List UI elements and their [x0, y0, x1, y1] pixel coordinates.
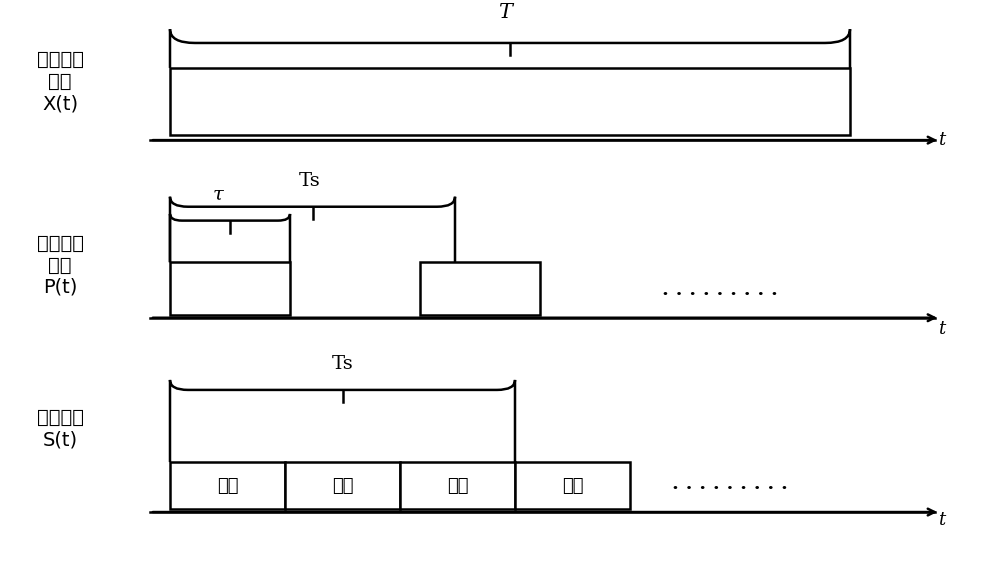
Text: . . . . . . . . .: . . . . . . . . .	[662, 281, 778, 299]
Text: t: t	[938, 511, 945, 529]
Text: t: t	[938, 131, 945, 149]
FancyBboxPatch shape	[285, 462, 400, 509]
Text: 采样: 采样	[447, 477, 468, 495]
Text: Ts: Ts	[299, 172, 321, 190]
Text: T: T	[498, 3, 512, 22]
Text: 雷达脉冲
信号
X(t): 雷达脉冲 信号 X(t)	[36, 51, 84, 114]
Text: τ: τ	[213, 186, 223, 204]
Text: Ts: Ts	[332, 355, 353, 373]
FancyBboxPatch shape	[515, 462, 630, 509]
FancyBboxPatch shape	[420, 262, 540, 315]
FancyBboxPatch shape	[170, 462, 285, 509]
Text: . . . . . . . . .: . . . . . . . . .	[672, 475, 788, 493]
Text: t: t	[938, 320, 945, 338]
FancyBboxPatch shape	[170, 68, 850, 134]
Text: 转发: 转发	[562, 477, 583, 495]
FancyBboxPatch shape	[400, 462, 515, 509]
Text: 转发: 转发	[332, 477, 353, 495]
FancyBboxPatch shape	[170, 262, 290, 315]
Text: 采样: 采样	[217, 477, 238, 495]
Text: 采样波门
函数
P(t): 采样波门 函数 P(t)	[36, 234, 84, 297]
Text: 干扰信号
S(t): 干扰信号 S(t)	[36, 408, 84, 449]
